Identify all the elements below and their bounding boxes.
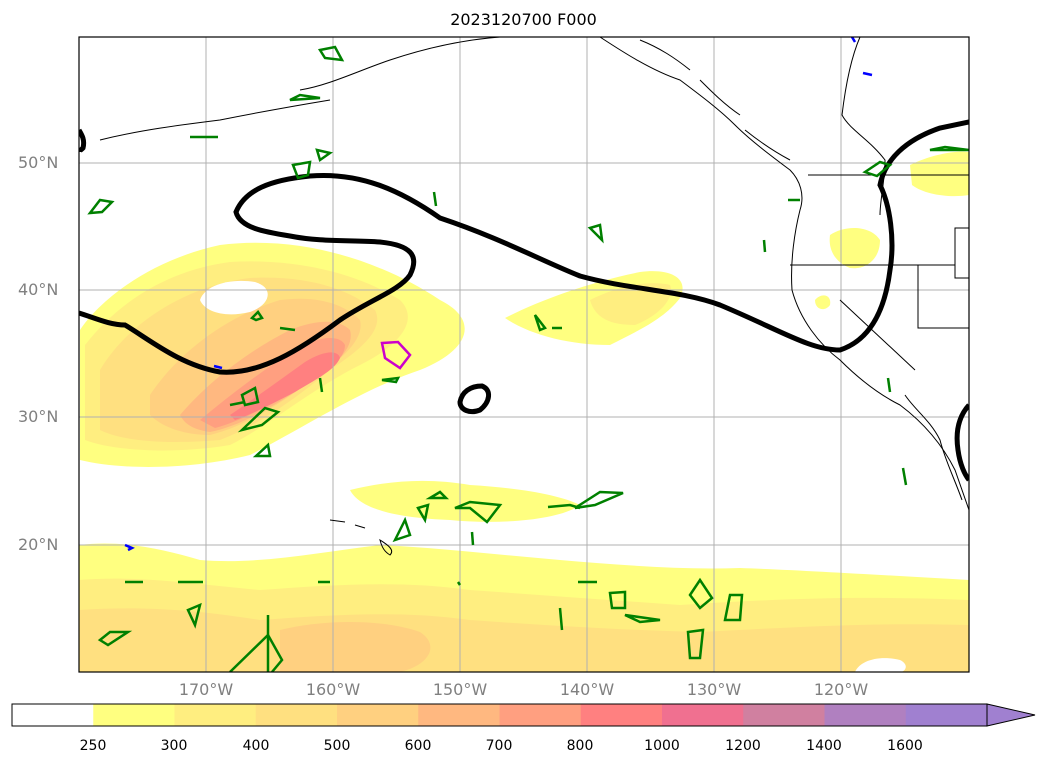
colorbar-tick-600: 600: [404, 738, 432, 754]
colorbar-swatch: [662, 704, 744, 726]
magenta-contour: [380, 340, 412, 370]
lat-label-20n: 20°N: [18, 535, 59, 554]
colorbar: [11, 703, 1036, 727]
filled-field-tropics: [79, 480, 969, 672]
lon-label-170w: 170°W: [178, 680, 234, 699]
lon-label-150w: 150°W: [432, 680, 488, 699]
graticule: [79, 37, 969, 672]
colorbar-tick-250: 250: [79, 738, 107, 754]
colorbar-tick-1400: 1400: [806, 738, 842, 754]
colorbar-swatch: [93, 704, 175, 726]
colorbar-swatch: [12, 704, 94, 726]
colorbar-swatch: [905, 704, 988, 726]
colorbar-tick-400: 400: [242, 738, 270, 754]
lon-label-160w: 160°W: [305, 680, 361, 699]
filled-field-plume: [80, 242, 465, 467]
colorbar-tick-700: 700: [485, 738, 513, 754]
lat-label-50n: 50°N: [18, 153, 59, 172]
green-contours: [87, 45, 969, 672]
colorbar-swatch: [418, 704, 500, 726]
map-frame: [78, 36, 970, 673]
colorbar-swatch: [337, 704, 419, 726]
filled-field-patches: [505, 151, 969, 345]
colorbar-swatch: [824, 704, 907, 726]
colorbar-tick-300: 300: [160, 738, 188, 754]
colorbar-tick-500: 500: [323, 738, 351, 754]
colorbar-swatch: [743, 704, 825, 726]
lon-label-120w: 120°W: [813, 680, 869, 699]
map-title: 2023120700 F000: [450, 10, 597, 29]
colorbar-frame: [11, 703, 988, 727]
colorbar-tick-1000: 1000: [644, 738, 680, 754]
lat-label-40n: 40°N: [18, 280, 59, 299]
colorbar-swatch: [580, 704, 663, 726]
colorbar-tick-1200: 1200: [725, 738, 761, 754]
colorbar-tick-800: 800: [566, 738, 594, 754]
lat-label-30n: 30°N: [18, 407, 59, 426]
colorbar-swatch: [499, 704, 582, 726]
colorbar-swatch: [174, 704, 257, 726]
colorbar-tick-1600: 1600: [887, 738, 923, 754]
colorbar-extend-arrow: [986, 703, 1036, 727]
colorbar-swatches: [12, 704, 988, 726]
lon-label-140w: 140°W: [559, 680, 615, 699]
colorbar-swatch: [255, 704, 338, 726]
blue-contours: [124, 37, 873, 552]
lon-label-130w: 130°W: [686, 680, 742, 699]
